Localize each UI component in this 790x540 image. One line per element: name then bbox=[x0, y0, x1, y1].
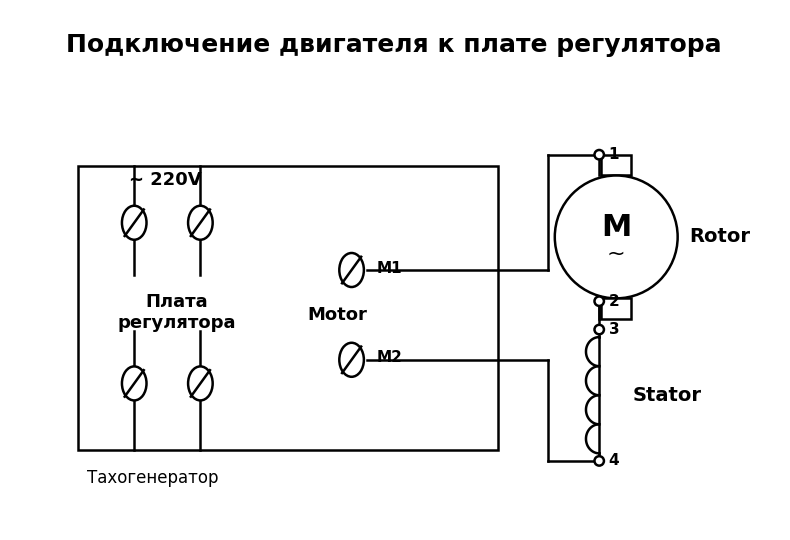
Circle shape bbox=[595, 456, 604, 465]
Text: ~: ~ bbox=[607, 244, 626, 264]
Text: Rotor: Rotor bbox=[689, 227, 750, 246]
Ellipse shape bbox=[188, 206, 213, 240]
Text: Motor: Motor bbox=[307, 306, 367, 324]
Bar bbox=[601, 299, 631, 319]
Text: 4: 4 bbox=[608, 454, 619, 468]
Circle shape bbox=[595, 150, 604, 159]
Text: M: M bbox=[601, 213, 631, 242]
Text: M1: M1 bbox=[376, 261, 402, 275]
Bar bbox=[77, 166, 498, 450]
Ellipse shape bbox=[340, 343, 364, 377]
Ellipse shape bbox=[340, 253, 364, 287]
Bar bbox=[601, 154, 631, 176]
Circle shape bbox=[595, 325, 604, 334]
Text: 1: 1 bbox=[608, 147, 619, 162]
Text: Тахогенератор: Тахогенератор bbox=[88, 469, 219, 487]
Text: 2: 2 bbox=[608, 294, 619, 309]
Text: M2: M2 bbox=[376, 350, 402, 366]
Text: Подключение двигателя к плате регулятора: Подключение двигателя к плате регулятора bbox=[66, 33, 722, 57]
Ellipse shape bbox=[122, 206, 146, 240]
Circle shape bbox=[595, 296, 604, 306]
Circle shape bbox=[555, 176, 678, 299]
Ellipse shape bbox=[188, 367, 213, 401]
Ellipse shape bbox=[122, 367, 146, 401]
Text: ~ 220V: ~ 220V bbox=[130, 171, 202, 189]
Text: 3: 3 bbox=[608, 322, 619, 337]
Text: Плата
регулятора: Плата регулятора bbox=[118, 293, 236, 332]
Text: Stator: Stator bbox=[632, 386, 702, 404]
